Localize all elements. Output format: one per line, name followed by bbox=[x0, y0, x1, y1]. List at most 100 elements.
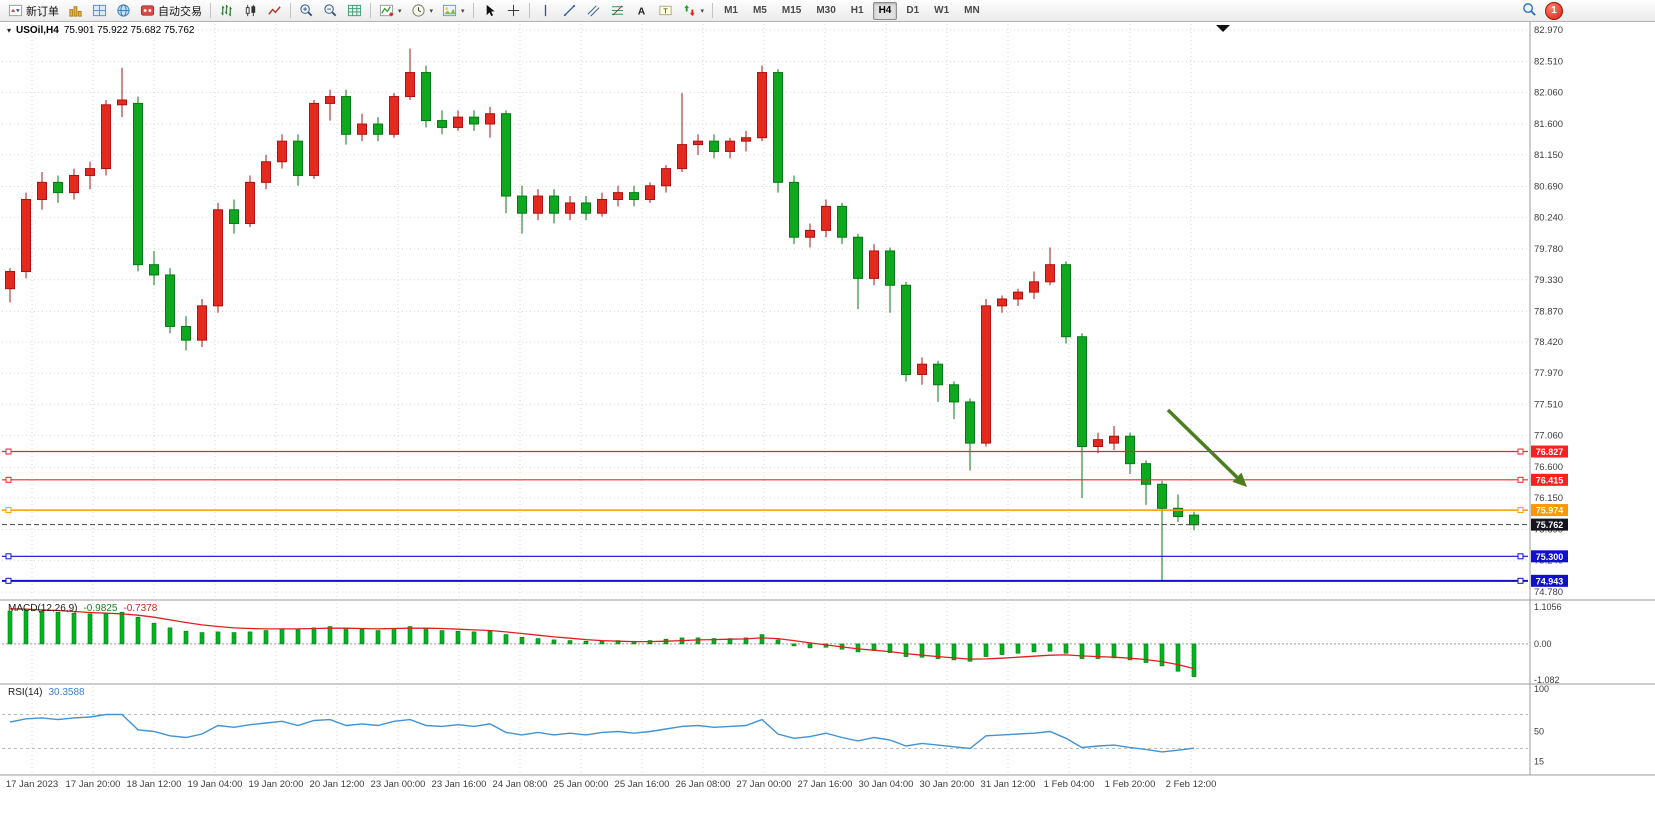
text-label-icon: T bbox=[658, 3, 673, 18]
zoom-in-icon bbox=[299, 3, 314, 18]
svg-text:80.240: 80.240 bbox=[1534, 212, 1563, 223]
toolbar-separator bbox=[472, 3, 474, 18]
timeframe-m15-button[interactable]: M15 bbox=[781, 4, 802, 16]
timeframe-w1-button[interactable]: W1 bbox=[934, 4, 950, 16]
candlestick-chart-button[interactable] bbox=[239, 1, 262, 21]
timeframe-m1-button[interactable]: M1 bbox=[724, 4, 738, 16]
channel-button[interactable] bbox=[582, 1, 605, 21]
symbol-list-icon[interactable]: ▾ bbox=[7, 25, 12, 35]
arrow-annotation[interactable] bbox=[1166, 408, 1247, 487]
hline-76.827[interactable] bbox=[2, 448, 1528, 455]
new-order-button-label: 新订单 bbox=[26, 5, 59, 18]
timeframe-m5-button[interactable]: M5 bbox=[752, 4, 767, 16]
svg-text:17 Jan 2023: 17 Jan 2023 bbox=[6, 779, 58, 790]
svg-text:19 Jan 04:00: 19 Jan 04:00 bbox=[188, 779, 243, 790]
autotrade-button[interactable]: 自动交易 bbox=[136, 1, 206, 21]
toolbar-right-group: 1 bbox=[1522, 1, 1563, 20]
tile-windows-button[interactable] bbox=[343, 1, 366, 21]
candlestick-series[interactable] bbox=[5, 48, 1199, 581]
timeframe-h4-button[interactable]: H4 bbox=[872, 1, 898, 20]
vertical-line-button[interactable] bbox=[534, 1, 557, 21]
toolbar-separator bbox=[370, 3, 371, 18]
text-label-button[interactable]: T bbox=[654, 1, 677, 21]
indicators-button[interactable]: ▾ bbox=[375, 1, 406, 21]
periods-button[interactable]: ▾ bbox=[407, 1, 438, 21]
svg-text:78.870: 78.870 bbox=[1534, 306, 1563, 317]
magnifier-icon[interactable] bbox=[1522, 2, 1537, 20]
svg-text:15: 15 bbox=[1534, 756, 1544, 766]
svg-text:27 Jan 16:00: 27 Jan 16:00 bbox=[798, 779, 853, 790]
indicators-icon bbox=[379, 3, 394, 18]
notification-badge[interactable]: 1 bbox=[1545, 1, 1563, 20]
arrows-button[interactable]: ▾ bbox=[678, 1, 709, 21]
panel-separators[interactable] bbox=[0, 22, 1655, 776]
profiles-button[interactable] bbox=[88, 1, 111, 21]
autotrade-icon bbox=[140, 3, 155, 18]
trendline-icon bbox=[562, 3, 577, 18]
svg-text:76.827: 76.827 bbox=[1536, 447, 1564, 457]
svg-text:76.150: 76.150 bbox=[1534, 493, 1563, 504]
ohlc-bars-icon bbox=[219, 3, 234, 18]
svg-text:74.780: 74.780 bbox=[1534, 587, 1563, 598]
svg-text:100: 100 bbox=[1534, 684, 1549, 694]
hline-75.300[interactable] bbox=[2, 553, 1528, 560]
charts-button[interactable] bbox=[64, 1, 87, 21]
svg-text:31 Jan 12:00: 31 Jan 12:00 bbox=[981, 779, 1036, 790]
new-order-button[interactable]: 新订单 bbox=[4, 1, 63, 21]
chevron-down-icon[interactable]: ▾ bbox=[461, 7, 465, 15]
symbol-title: USOil,H4 bbox=[16, 25, 59, 36]
svg-text:23 Jan 16:00: 23 Jan 16:00 bbox=[432, 779, 487, 790]
rsi-panel[interactable] bbox=[2, 713, 1528, 753]
hline-74.943[interactable] bbox=[2, 577, 1528, 584]
svg-text:77.510: 77.510 bbox=[1534, 400, 1563, 411]
templates-button[interactable]: ▾ bbox=[438, 1, 469, 21]
fibonacci-button[interactable] bbox=[606, 1, 629, 21]
market-watch-button[interactable] bbox=[112, 1, 135, 21]
price-axis[interactable]: 82.970 82.510 82.060 81.600 81.150 80.690 80.2… bbox=[1534, 25, 1563, 766]
toolbar-separator bbox=[210, 3, 211, 18]
svg-text:78.420: 78.420 bbox=[1534, 337, 1563, 348]
svg-text:1 Feb 20:00: 1 Feb 20:00 bbox=[1105, 779, 1156, 790]
new-order-icon bbox=[8, 3, 23, 18]
hline-75.974[interactable] bbox=[2, 507, 1528, 514]
zoom-out-button[interactable] bbox=[319, 1, 342, 21]
chevron-down-icon[interactable]: ▾ bbox=[398, 7, 402, 15]
chart-end-marker-icon[interactable] bbox=[1216, 25, 1230, 32]
globe-icon bbox=[116, 3, 131, 18]
chart-header: ▾ USOil,H4 75.901 75.922 75.682 75.762 bbox=[7, 25, 195, 36]
timeframe-h1-button[interactable]: H1 bbox=[850, 4, 864, 16]
grid-icon bbox=[347, 3, 362, 18]
price-badges[interactable]: 76.827 76.415 75.974 75.762 75.300 74.943 bbox=[1531, 445, 1568, 587]
svg-text:82.060: 82.060 bbox=[1534, 87, 1563, 98]
svg-text:0.00: 0.00 bbox=[1534, 639, 1552, 649]
svg-text:79.780: 79.780 bbox=[1534, 244, 1563, 255]
time-axis[interactable]: 17 Jan 2023 17 Jan 20:00 18 Jan 12:00 19 Ja… bbox=[6, 779, 1217, 790]
cursor-button[interactable] bbox=[478, 1, 501, 21]
zoom-in-button[interactable] bbox=[295, 1, 318, 21]
svg-text:30 Jan 04:00: 30 Jan 04:00 bbox=[859, 779, 914, 790]
line-chart-button[interactable] bbox=[263, 1, 286, 21]
macd-panel[interactable] bbox=[2, 608, 1528, 677]
hline-76.415[interactable] bbox=[2, 476, 1528, 483]
text-button[interactable]: A bbox=[630, 1, 653, 21]
chevron-down-icon[interactable]: ▾ bbox=[429, 7, 434, 15]
chevron-down-icon[interactable]: ▾ bbox=[700, 7, 705, 15]
timeframe-m30-button[interactable]: M30 bbox=[816, 4, 836, 16]
zoom-out-icon bbox=[323, 3, 338, 18]
rsi-panel-label: RSI(14) 30.3588 bbox=[8, 687, 85, 698]
timeframe-mn-button[interactable]: MN bbox=[964, 4, 980, 16]
trendline-button[interactable] bbox=[558, 1, 581, 21]
toolbar-separator bbox=[712, 3, 714, 18]
toolbar-separator bbox=[528, 3, 530, 18]
rsi-value: 30.3588 bbox=[48, 687, 85, 698]
svg-text:76.415: 76.415 bbox=[1536, 475, 1564, 485]
macd-panel-label: MACD(12,26,9) -0.9825 -0.7378 bbox=[8, 603, 157, 614]
grid[interactable] bbox=[2, 24, 1528, 773]
timeframe-d1-button[interactable]: D1 bbox=[906, 4, 920, 16]
vertical-line-icon bbox=[538, 3, 553, 18]
svg-text:50: 50 bbox=[1534, 727, 1544, 737]
crosshair-button[interactable] bbox=[502, 1, 525, 21]
bars-chart-button[interactable] bbox=[215, 1, 238, 21]
